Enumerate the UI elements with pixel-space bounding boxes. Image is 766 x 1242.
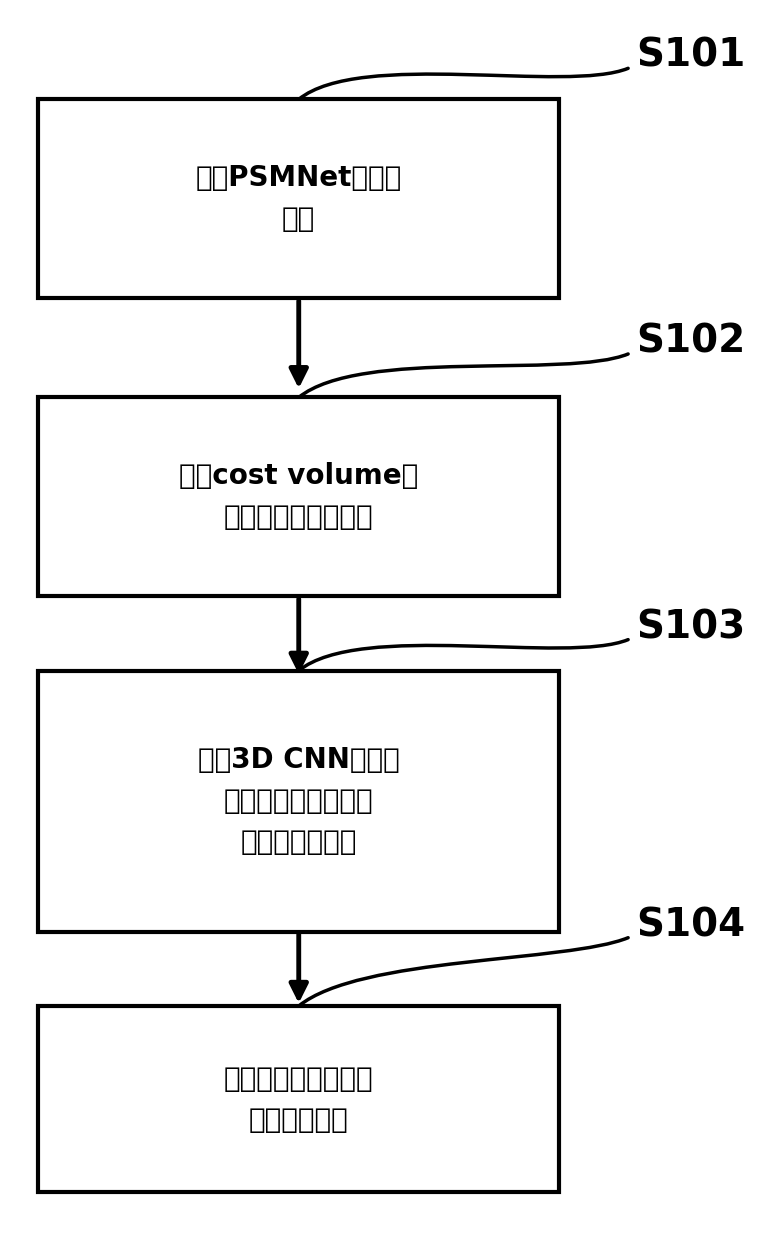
FancyBboxPatch shape (38, 671, 559, 932)
FancyBboxPatch shape (38, 1006, 559, 1192)
Text: 修改3D CNN网络结
构，设计基于编解码
思想的网络结构: 修改3D CNN网络结 构，设计基于编解码 思想的网络结构 (198, 746, 400, 856)
FancyBboxPatch shape (38, 397, 559, 596)
Text: 基于PSMNet的主干
网络: 基于PSMNet的主干 网络 (195, 164, 402, 233)
Text: S103: S103 (636, 609, 745, 646)
Text: S101: S101 (636, 37, 745, 75)
Text: S104: S104 (636, 907, 745, 944)
Text: 训练测试，获取视差
精度效果评估: 训练测试，获取视差 精度效果评估 (224, 1064, 374, 1134)
Text: S102: S102 (636, 323, 745, 360)
FancyBboxPatch shape (38, 99, 559, 298)
Text: 修改cost volume结
构，引入注意力机制: 修改cost volume结 构，引入注意力机制 (179, 462, 418, 532)
